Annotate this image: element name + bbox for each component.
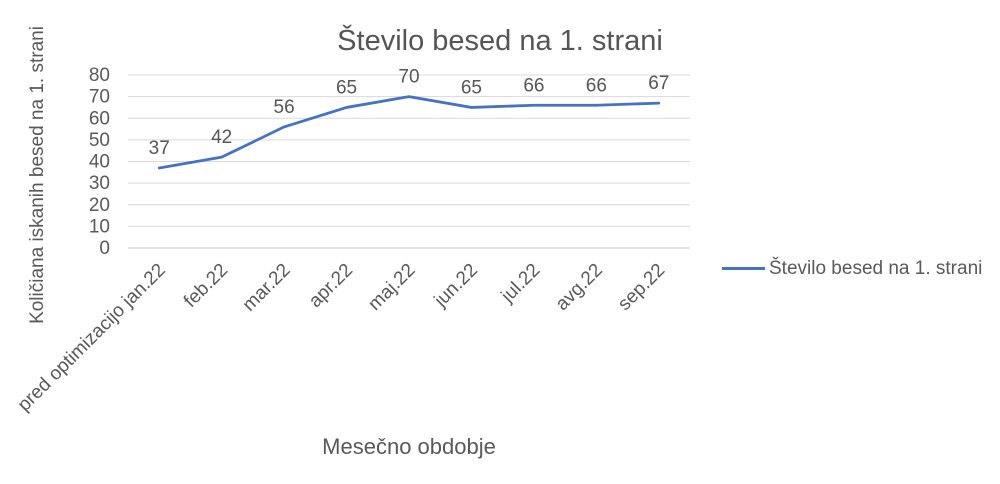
x-tick-label: avg.22	[552, 260, 607, 315]
y-tick-label: 80	[89, 65, 110, 86]
x-tick-label: feb.22	[180, 260, 232, 312]
data-label: 66	[523, 75, 544, 96]
x-tick-label: pred optimizacijo jan.22	[14, 260, 170, 416]
y-tick-label: 70	[89, 87, 110, 108]
data-label: 65	[461, 77, 482, 98]
data-label: 56	[274, 97, 295, 118]
data-label: 66	[586, 75, 607, 96]
x-tick-label: mar.22	[239, 260, 295, 316]
series-line	[157, 95, 661, 170]
data-label: 67	[648, 73, 669, 94]
x-axis-title: Mesečno obdobje	[322, 434, 496, 459]
chart-title: Število besed na 1. strani	[337, 25, 663, 57]
data-label: 42	[211, 127, 232, 148]
y-tick-label: 60	[89, 108, 110, 129]
x-tick-label: apr.22	[305, 260, 357, 312]
legend-line-icon	[722, 267, 765, 270]
data-label: 70	[398, 67, 419, 88]
y-tick-label: 50	[89, 130, 110, 151]
x-tick-label: jul.22	[497, 260, 545, 308]
y-tick-label: 0	[99, 238, 110, 259]
legend: Število besed na 1. strani	[722, 257, 982, 280]
legend-label: Število besed na 1. strani	[769, 257, 983, 279]
x-tick-label: maj.22	[364, 260, 419, 315]
y-tick-label: 40	[89, 152, 110, 173]
x-tick-label: sep.22	[614, 260, 669, 315]
y-tick-label: 30	[89, 173, 110, 194]
data-label: 65	[336, 77, 357, 98]
x-tick-label: jun.22	[430, 260, 482, 312]
y-tick-label: 20	[89, 195, 110, 216]
y-tick-label: 10	[89, 216, 110, 237]
data-label: 37	[149, 138, 170, 159]
